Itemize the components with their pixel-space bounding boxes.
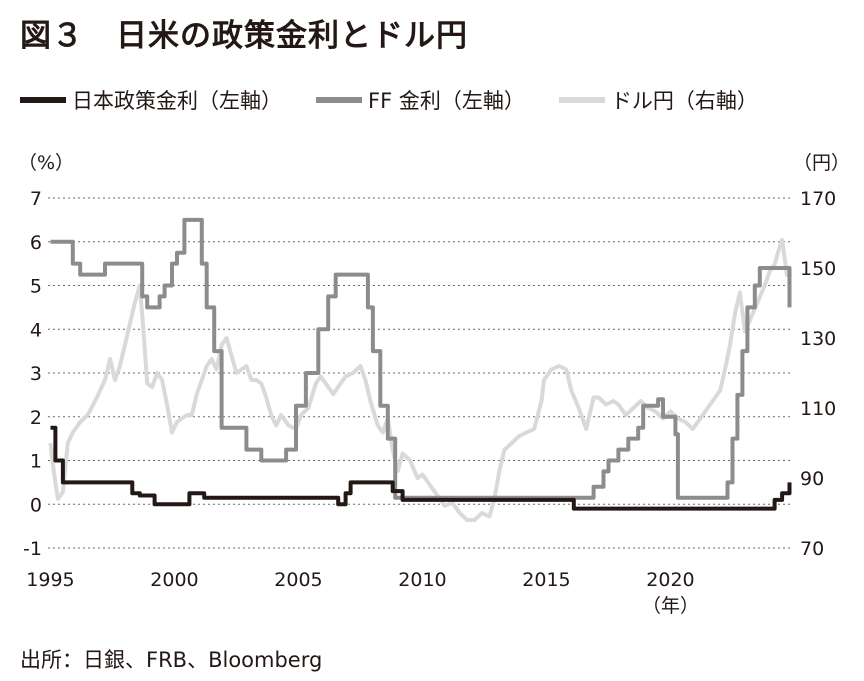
legend-swatch-japan-rate [20,97,66,103]
right-tick-label: 70 [800,538,824,560]
x-tick-label: 1995 [26,569,74,591]
legend-item-japan-rate: 日本政策金利（左軸） [20,85,282,115]
legend-item-ff-rate: FF 金利（左軸） [316,85,525,115]
right-axis-ticks: 70 90 110 130 150 170 [800,188,836,560]
left-tick-label: 1 [30,451,42,473]
x-tick-label: 2005 [274,569,322,591]
right-tick-label: 110 [800,398,836,420]
right-tick-label: 90 [800,468,824,490]
left-axis-unit: （%） [18,152,75,174]
chart-title: 図３ 日米の政策金利とドル円 [20,18,468,54]
x-tick-label: 2020 [646,569,694,591]
series-line-japan-rate [50,425,792,511]
x-tick-label: 2010 [398,569,446,591]
right-tick-label: 130 [800,328,836,350]
grid-lines [48,197,792,549]
right-tick-label: 170 [800,188,836,210]
left-tick-label: 4 [30,319,42,341]
left-tick-label: 7 [30,188,42,210]
left-axis-ticks: -1 0 1 2 3 4 5 6 7 [23,188,42,560]
legend-swatch-usdjpy [558,97,605,103]
right-axis-unit: （円） [792,152,850,174]
x-tick-label: 2015 [522,569,570,591]
x-axis-ticks: 1995 2000 2005 2010 2015 2020 [26,569,694,591]
x-axis-unit: （年） [642,595,699,617]
legend-item-usdjpy: ドル円（右軸） [558,85,758,115]
legend-label-ff-rate: FF 金利（左軸） [368,89,525,113]
left-tick-label: 3 [30,363,42,385]
series-lines [48,217,792,522]
left-tick-label: 5 [30,276,42,298]
legend-swatch-ff-rate [316,97,362,103]
left-tick-label: 2 [30,407,42,429]
left-tick-label: 0 [30,494,42,516]
series-line-ff-rate [50,217,792,500]
right-tick-label: 150 [800,258,836,280]
legend-label-usdjpy: ドル円（右軸） [610,89,758,113]
left-tick-label: 6 [30,232,42,254]
x-tick-label: 2000 [150,569,198,591]
legend-label-japan-rate: 日本政策金利（左軸） [72,89,282,113]
legend: 日本政策金利（左軸） FF 金利（左軸） ドル円（右軸） [20,85,792,115]
left-tick-label: -1 [23,538,42,560]
source-note: 出所：日銀、FRB、Bloomberg [20,648,323,672]
